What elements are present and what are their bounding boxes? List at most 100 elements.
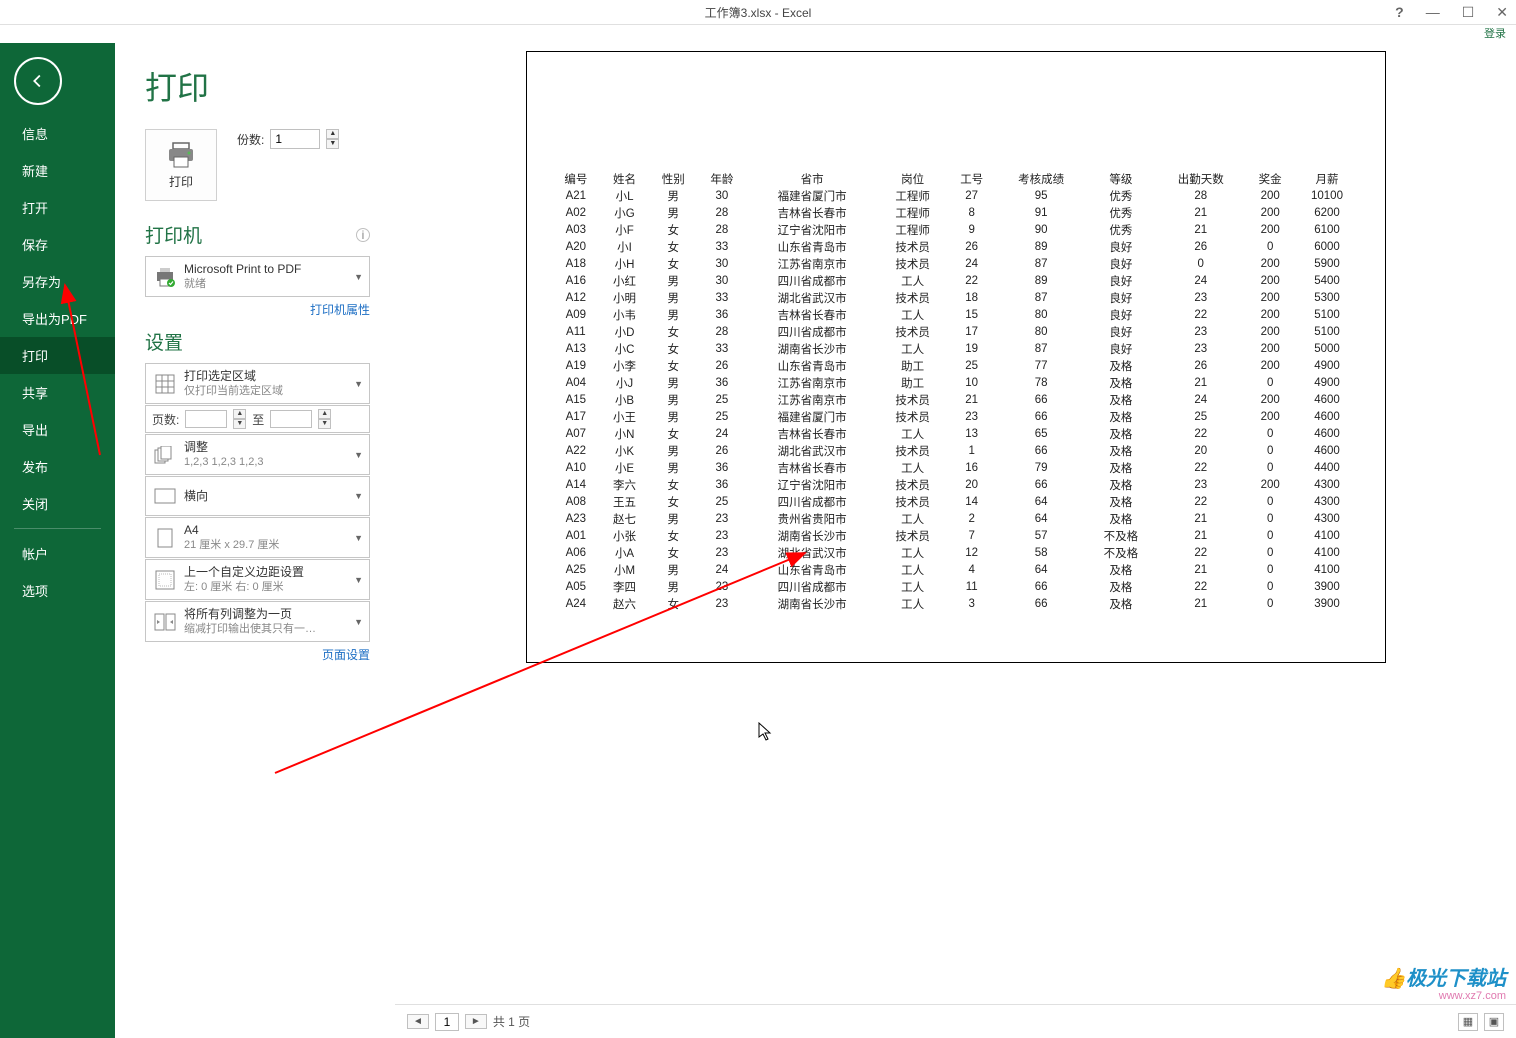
spin-down-icon[interactable]: ▼ <box>233 419 246 429</box>
login-link[interactable]: 登录 <box>0 25 1516 43</box>
chevron-down-icon: ▼ <box>350 617 363 627</box>
cell: 江苏省南京市 <box>746 255 878 272</box>
paper-size-dropdown[interactable]: A4 21 厘米 x 29.7 厘米 ▼ <box>145 517 370 558</box>
cell: 25 <box>698 493 747 510</box>
nav-item-5[interactable]: 导出为PDF <box>0 300 115 337</box>
watermark-url: www.xz7.com <box>1381 990 1506 1002</box>
cell: 22 <box>1156 493 1246 510</box>
scaling-dropdown[interactable]: 将所有列调整为一页 缩减打印输出使其只有一… ▼ <box>145 601 370 642</box>
nav-bottom-0[interactable]: 帐户 <box>0 535 115 572</box>
nav-item-8[interactable]: 导出 <box>0 411 115 448</box>
nav-item-9[interactable]: 发布 <box>0 448 115 485</box>
copies-input[interactable] <box>270 129 320 149</box>
orientation-dropdown[interactable]: 横向 ▼ <box>145 476 370 516</box>
back-button[interactable] <box>14 57 62 105</box>
nav-item-7[interactable]: 共享 <box>0 374 115 411</box>
table-row: A24赵六女23湖南省长沙市工人366及格2103900 <box>552 595 1360 612</box>
cell: 95 <box>996 187 1086 204</box>
page-range-label: 页数: <box>152 411 179 428</box>
copies-row: 份数: ▲ ▼ <box>237 129 339 149</box>
cell: 200 <box>1246 306 1295 323</box>
cell: 技术员 <box>878 391 947 408</box>
cell: 36 <box>698 476 747 493</box>
cell: 四川省成都市 <box>746 578 878 595</box>
cell: 200 <box>1246 408 1295 425</box>
cell: 优秀 <box>1086 221 1155 238</box>
col-header: 月薪 <box>1295 170 1360 187</box>
cell: 小王 <box>600 408 649 425</box>
cell: 江苏省南京市 <box>746 391 878 408</box>
nav-item-1[interactable]: 新建 <box>0 152 115 189</box>
cell: 男 <box>649 578 698 595</box>
spin-up-icon[interactable]: ▲ <box>318 409 331 419</box>
spin-down-icon[interactable]: ▼ <box>318 419 331 429</box>
cell: 17 <box>947 323 996 340</box>
copies-up-icon[interactable]: ▲ <box>326 129 339 139</box>
page-setup-link[interactable]: 页面设置 <box>145 646 370 663</box>
page-number-input[interactable] <box>435 1013 459 1031</box>
cell: 33 <box>698 238 747 255</box>
cell: 10 <box>947 374 996 391</box>
cell: A10 <box>552 459 601 476</box>
margins-dropdown[interactable]: 上一个自定义边距设置 左: 0 厘米 右: 0 厘米 ▼ <box>145 559 370 600</box>
print-area-dropdown[interactable]: 打印选定区域 仅打印当前选定区域 ▼ <box>145 363 370 404</box>
maximize-icon[interactable]: ☐ <box>1458 4 1479 21</box>
cell: 22 <box>947 272 996 289</box>
printer-icon <box>165 141 197 169</box>
copies-down-icon[interactable]: ▼ <box>326 139 339 149</box>
collate-dropdown[interactable]: 调整 1,2,3 1,2,3 1,2,3 ▼ <box>145 434 370 475</box>
cell: 24 <box>947 255 996 272</box>
spin-up-icon[interactable]: ▲ <box>233 409 246 419</box>
cell: 良好 <box>1086 255 1155 272</box>
cell: 男 <box>649 408 698 425</box>
zoom-to-page-icon[interactable]: ▣ <box>1484 1013 1504 1031</box>
nav-item-0[interactable]: 信息 <box>0 115 115 152</box>
prev-page-button[interactable]: ◄ <box>407 1014 429 1029</box>
cell: 80 <box>996 323 1086 340</box>
cell: 良好 <box>1086 289 1155 306</box>
cell: 200 <box>1246 255 1295 272</box>
cell: 0 <box>1246 459 1295 476</box>
minimize-icon[interactable]: — <box>1422 4 1444 20</box>
cell: 28 <box>698 221 747 238</box>
chevron-down-icon: ▼ <box>350 533 363 543</box>
cell: 工人 <box>878 272 947 289</box>
col-header: 年龄 <box>698 170 747 187</box>
close-icon[interactable]: ✕ <box>1492 4 1512 21</box>
cell: 200 <box>1246 221 1295 238</box>
nav-item-6[interactable]: 打印 <box>0 337 115 374</box>
nav-item-2[interactable]: 打开 <box>0 189 115 226</box>
printer-properties-link[interactable]: 打印机属性 <box>145 301 370 318</box>
printer-dropdown[interactable]: Microsoft Print to PDF 就绪 ▼ <box>145 256 370 297</box>
cell: 工程师 <box>878 204 947 221</box>
page-to-input[interactable] <box>270 410 312 428</box>
next-page-button[interactable]: ► <box>465 1014 487 1029</box>
chevron-down-icon: ▼ <box>350 450 363 460</box>
cell: A02 <box>552 204 601 221</box>
cell: 64 <box>996 493 1086 510</box>
table-row: A14李六女36辽宁省沈阳市技术员2066及格232004300 <box>552 476 1360 493</box>
chevron-down-icon: ▼ <box>350 575 363 585</box>
info-icon[interactable]: i <box>356 228 370 242</box>
nav-item-3[interactable]: 保存 <box>0 226 115 263</box>
print-button[interactable]: 打印 <box>145 129 217 201</box>
nav-item-4[interactable]: 另存为 <box>0 263 115 300</box>
cell: 5300 <box>1295 289 1360 306</box>
page-from-input[interactable] <box>185 410 227 428</box>
cell: 0 <box>1246 544 1295 561</box>
cell: 男 <box>649 289 698 306</box>
cell: 23 <box>1156 476 1246 493</box>
cell: 技术员 <box>878 255 947 272</box>
cell: 19 <box>947 340 996 357</box>
show-margins-icon[interactable]: ▦ <box>1458 1013 1478 1031</box>
cell: 36 <box>698 306 747 323</box>
col-header: 姓名 <box>600 170 649 187</box>
nav-bottom-1[interactable]: 选项 <box>0 572 115 609</box>
cell: 5000 <box>1295 340 1360 357</box>
cell: 良好 <box>1086 272 1155 289</box>
cell: 湖南省长沙市 <box>746 340 878 357</box>
cell: A12 <box>552 289 601 306</box>
nav-item-10[interactable]: 关闭 <box>0 485 115 522</box>
help-icon[interactable]: ? <box>1391 4 1408 20</box>
page-range-row: 页数: ▲▼ 至 ▲▼ <box>145 405 370 433</box>
